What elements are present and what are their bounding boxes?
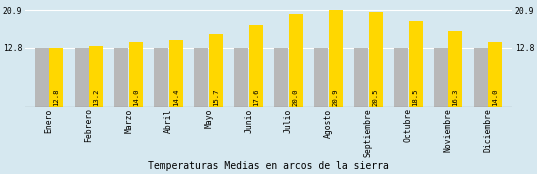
Bar	[194, 48, 208, 107]
Text: 20.5: 20.5	[373, 88, 379, 105]
Bar	[434, 48, 448, 107]
Text: 13.2: 13.2	[93, 88, 99, 105]
Bar	[394, 48, 408, 107]
Bar	[369, 12, 383, 107]
Bar	[89, 46, 103, 107]
Bar	[274, 48, 288, 107]
Bar	[129, 42, 143, 107]
Bar	[209, 34, 223, 107]
Text: 14.0: 14.0	[133, 88, 139, 105]
Bar	[34, 48, 49, 107]
Text: 16.3: 16.3	[453, 88, 459, 105]
Bar	[474, 48, 488, 107]
Bar	[289, 14, 303, 107]
Bar	[409, 21, 423, 107]
Bar	[354, 48, 368, 107]
X-axis label: Temperaturas Medias en arcos de la sierra: Temperaturas Medias en arcos de la sierr…	[148, 161, 389, 171]
Bar	[234, 48, 248, 107]
Bar	[488, 42, 503, 107]
Text: 14.4: 14.4	[173, 88, 179, 105]
Bar	[114, 48, 128, 107]
Text: 18.5: 18.5	[412, 88, 418, 105]
Text: 15.7: 15.7	[213, 88, 219, 105]
Bar	[49, 48, 63, 107]
Bar	[314, 48, 328, 107]
Bar	[249, 25, 263, 107]
Text: 17.6: 17.6	[253, 88, 259, 105]
Bar	[154, 48, 168, 107]
Text: 14.0: 14.0	[492, 88, 498, 105]
Bar	[75, 48, 89, 107]
Text: 20.0: 20.0	[293, 88, 299, 105]
Bar	[169, 40, 183, 107]
Bar	[329, 10, 343, 107]
Text: 20.9: 20.9	[333, 88, 339, 105]
Bar	[448, 31, 462, 107]
Text: 12.8: 12.8	[53, 88, 60, 105]
